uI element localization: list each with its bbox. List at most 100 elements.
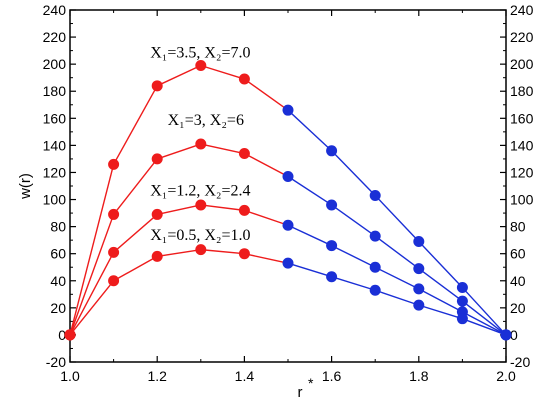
series-0-point	[413, 236, 425, 248]
series-1-segment	[69, 214, 115, 336]
y-tick-label-left: 100	[43, 192, 67, 208]
y-tick-label-right: 40	[510, 273, 526, 289]
x-tick-label: 1.0	[60, 368, 80, 384]
series-1-point	[369, 230, 381, 242]
series-3-segment	[418, 304, 463, 320]
x-axis-title: r	[298, 384, 303, 401]
series-3-point	[500, 329, 512, 341]
series-0-point	[195, 60, 207, 72]
series-2-segment	[244, 209, 289, 226]
y-tick-label-right: 20	[510, 300, 526, 316]
y-tick-label-right: 240	[510, 2, 534, 18]
x-axis-title-superscript: *	[308, 375, 314, 391]
series-3-segment	[287, 262, 332, 278]
series-0-point	[326, 145, 338, 157]
series-3-point	[369, 284, 381, 296]
series-3-segment	[113, 255, 158, 282]
series-1-segment	[331, 204, 376, 237]
y-tick-label-left: -20	[46, 354, 66, 370]
y-tick-label-left: 140	[43, 137, 67, 153]
y-tick-label-left: 120	[43, 164, 67, 180]
series-2-point	[413, 283, 425, 295]
series-2-segment	[287, 224, 332, 247]
series-1-segment	[200, 143, 245, 155]
series-3-segment	[69, 280, 115, 336]
series-1-segment	[461, 300, 507, 336]
y-tick-label-left: 180	[43, 83, 67, 99]
y-tick-label-right: 80	[510, 219, 526, 235]
series-0-point	[151, 80, 163, 92]
series-3-point	[282, 257, 294, 269]
series-1-segment	[156, 143, 202, 160]
y-tick-label-right: 180	[510, 83, 534, 99]
series-3-point	[151, 250, 163, 262]
y-tick-label-right: 100	[510, 192, 534, 208]
series-0-segment	[287, 109, 333, 152]
series-2-segment	[157, 204, 201, 216]
series-3-segment	[462, 318, 507, 336]
series-1-segment	[244, 152, 289, 178]
series-0-point	[369, 189, 381, 201]
curve-label-1: X₁=3, X₂=6	[168, 112, 244, 129]
y-axis-title: w(r)	[17, 173, 34, 200]
series-3-point	[108, 275, 120, 287]
series-1-segment	[418, 268, 463, 302]
series-0-segment	[418, 241, 463, 289]
y-tick-label-left: 0	[58, 327, 66, 343]
series-1-point	[326, 199, 338, 211]
series-2-point	[282, 219, 294, 231]
series-3-point	[456, 313, 468, 325]
series-2-point	[369, 261, 381, 273]
series-1-point	[413, 263, 425, 275]
curve-label-2: X₁=1.2, X₂=2.4	[150, 182, 250, 199]
series-3-point	[413, 299, 425, 311]
series-3-point	[195, 244, 207, 256]
series-2-segment	[113, 213, 158, 253]
x-tick-label: 1.8	[409, 368, 429, 384]
series-3-point	[326, 271, 338, 283]
series-2-segment	[374, 266, 420, 290]
y-tick-label-left: 40	[50, 273, 66, 289]
series-3-point	[64, 329, 76, 341]
series-3-segment	[200, 248, 245, 255]
y-tick-label-left: 160	[43, 110, 67, 126]
series-2-segment	[69, 252, 115, 336]
series-1-point	[282, 171, 294, 183]
series-2-point	[238, 204, 250, 216]
series-2-segment	[331, 244, 376, 268]
series-2-point	[326, 240, 338, 252]
series-0-segment	[69, 164, 115, 336]
series-2-segment	[200, 204, 245, 212]
series-3-segment	[244, 253, 289, 264]
series-1-segment	[113, 158, 158, 215]
series-2-point	[151, 208, 163, 220]
series-1-point	[151, 153, 163, 165]
series-0-segment	[112, 85, 158, 165]
series-3-point	[238, 248, 250, 260]
series-0-point	[238, 73, 250, 85]
y-tick-label-right: 60	[510, 246, 526, 262]
curve-label-3: X₁=0.5, X₂=1.0	[150, 227, 250, 244]
y-tick-label-right: 200	[510, 56, 534, 72]
y-tick-label-right: 160	[510, 110, 534, 126]
series-0-segment	[200, 64, 245, 80]
series-0-segment	[374, 194, 420, 242]
series-3-segment	[331, 276, 376, 291]
y-tick-label-right: 0	[510, 327, 518, 343]
y-tick-label-left: 20	[50, 300, 66, 316]
y-tick-label-left: 80	[50, 219, 66, 235]
series-2-segment	[418, 288, 463, 313]
y-tick-label-left: 200	[43, 56, 67, 72]
curve-label-0: X₁=3.5, X₂=7.0	[150, 44, 250, 61]
series-1-segment	[374, 235, 420, 270]
series-1-point	[238, 148, 250, 160]
series-3-segment	[157, 248, 201, 258]
y-tick-label-left: 220	[43, 29, 67, 45]
series-3-segment	[374, 289, 420, 306]
y-tick-label-right: 120	[510, 164, 534, 180]
series-0-segment	[243, 78, 289, 111]
y-tick-label-left: 240	[43, 2, 67, 18]
series-0-point	[108, 158, 120, 170]
series-1-point	[195, 138, 207, 150]
